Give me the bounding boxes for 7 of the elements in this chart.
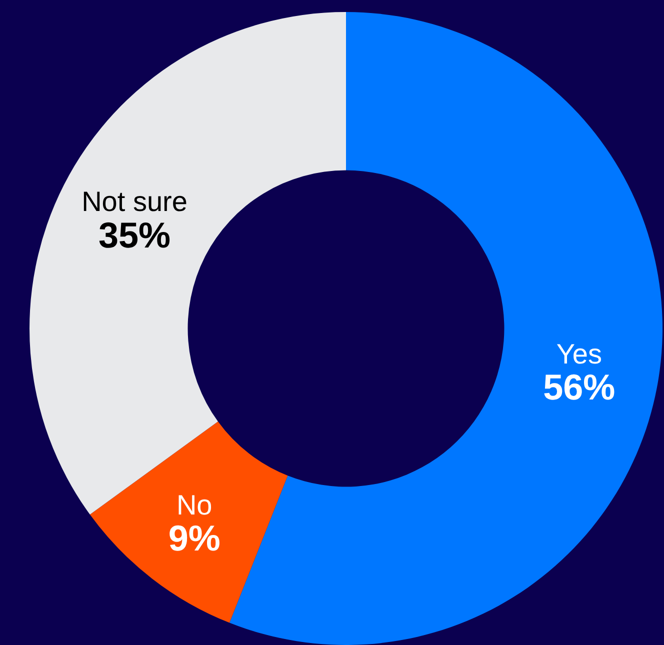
data-label: 9% <box>168 518 220 559</box>
slice-label: Yes <box>556 338 602 370</box>
data-label: 56% <box>543 366 616 408</box>
donut-slice <box>90 422 288 623</box>
slice-label: No <box>176 489 212 520</box>
donut-slice <box>30 12 346 515</box>
donut-slice <box>229 12 662 645</box>
